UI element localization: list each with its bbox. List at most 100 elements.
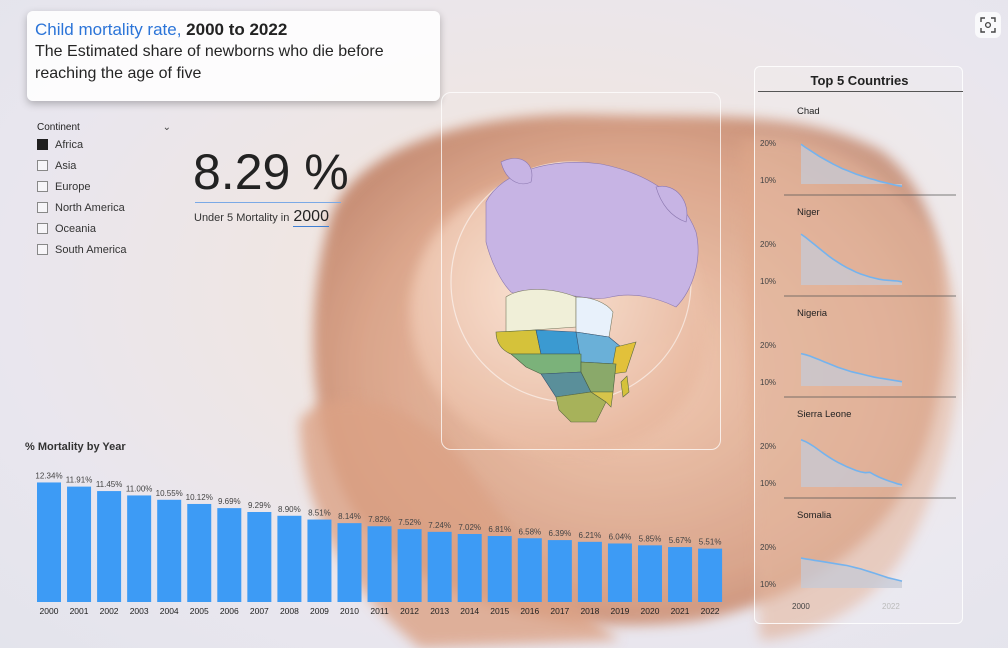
data-label: 6.39% — [549, 529, 572, 538]
slicer-item-label: North America — [55, 201, 125, 214]
bar-2010[interactable] — [337, 523, 362, 602]
country-name: Chad — [797, 106, 820, 117]
bar-2001[interactable] — [67, 486, 92, 602]
slicer-header[interactable]: Continent ⌄ — [37, 120, 177, 134]
y-tick-label: 20% — [760, 240, 776, 249]
x-tick-label: 2007 — [250, 606, 269, 616]
x-tick-label: 2013 — [430, 606, 449, 616]
x-tick-label: 2015 — [490, 606, 509, 616]
bar-2013[interactable] — [427, 531, 452, 602]
top5-sparklines[interactable]: Chad 20% 10% Niger 20% 10% Nigeria 20% 10% Sierra… — [754, 66, 963, 624]
y-tick-label: 20% — [760, 139, 776, 148]
y-tick-label: 20% — [760, 543, 776, 552]
x-tick-label: 2011 — [370, 606, 389, 616]
bar-2016[interactable] — [517, 538, 542, 602]
kpi-caption-row: Under 5 Mortality in 2000 — [194, 208, 329, 227]
checkbox[interactable] — [37, 139, 48, 150]
bar-2009[interactable] — [307, 519, 332, 602]
slicer-item-europe[interactable]: Europe — [37, 176, 177, 197]
bar-2012[interactable] — [397, 529, 422, 602]
focus-mode-button[interactable] — [975, 12, 1001, 38]
sparkline-line[interactable] — [800, 143, 903, 188]
sparkline-area — [801, 144, 902, 187]
bar-2004[interactable] — [157, 499, 182, 602]
x-tick-label: 2009 — [310, 606, 329, 616]
country-name: Sierra Leone — [797, 409, 851, 420]
focus-mode-icon — [980, 17, 996, 33]
bar-2021[interactable] — [668, 547, 693, 602]
bar-2017[interactable] — [547, 540, 572, 602]
top-5-countries-panel: Top 5 Countries — [754, 66, 963, 624]
y-tick-label: 20% — [760, 341, 776, 350]
mortality-by-year-chart[interactable]: 12.34% 2000 11.91% 2001 11.45% 2002 11.00% 2003… — [25, 460, 725, 625]
x-tick-label: 2004 — [160, 606, 179, 616]
sparkline-area — [801, 234, 902, 285]
x-tick-label: 2016 — [520, 606, 539, 616]
bar-2005[interactable] — [187, 503, 212, 602]
bar-2020[interactable] — [638, 545, 662, 602]
slicer-item-africa[interactable]: Africa — [37, 134, 177, 155]
title-card: Child mortality rate, 2000 to 2022 The E… — [27, 11, 440, 101]
bar-2006[interactable] — [217, 508, 242, 602]
y-tick-label: 20% — [760, 442, 776, 451]
checkbox[interactable] — [37, 181, 48, 192]
x-tick-label: 2021 — [671, 606, 690, 616]
sparkline-line[interactable] — [800, 233, 903, 283]
slicer-item-south-america[interactable]: South America — [37, 239, 177, 260]
bar-2014[interactable] — [457, 533, 482, 602]
checkbox[interactable] — [37, 223, 48, 234]
continent-slicer: Continent ⌄ Africa Asia Europe North Americ… — [37, 120, 177, 260]
y-tick-label: 10% — [760, 580, 776, 589]
x-tick-label: 2020 — [641, 606, 660, 616]
x-tick-label: 2005 — [190, 606, 209, 616]
data-label: 5.85% — [639, 534, 662, 543]
bar-2008[interactable] — [277, 515, 302, 602]
slicer-item-north-america[interactable]: North America — [37, 197, 177, 218]
bar-2019[interactable] — [607, 543, 632, 602]
slicer-item-oceania[interactable]: Oceania — [37, 218, 177, 239]
checkbox[interactable] — [37, 202, 48, 213]
slicer-item-label: Europe — [55, 180, 91, 193]
bar-2015[interactable] — [487, 536, 512, 602]
sparkline-area — [801, 439, 902, 487]
data-label: 9.69% — [218, 497, 241, 506]
page-title: Child mortality rate, 2000 to 2022 — [35, 19, 432, 41]
slicer-item-asia[interactable]: Asia — [37, 155, 177, 176]
sparkline-line[interactable] — [800, 439, 903, 486]
data-label: 6.21% — [579, 531, 602, 540]
bar-2011[interactable] — [367, 526, 392, 602]
x-tick-label: 2014 — [460, 606, 479, 616]
data-label: 12.34% — [35, 471, 62, 480]
x-tick-label: 2017 — [550, 606, 569, 616]
y-tick-label: 10% — [760, 479, 776, 488]
bar-2007[interactable] — [247, 512, 272, 602]
data-label: 10.55% — [156, 489, 183, 498]
x-tick-label: 2018 — [580, 606, 599, 616]
sparkline-line[interactable] — [800, 352, 903, 383]
chevron-down-icon[interactable]: ⌄ — [162, 121, 171, 133]
page-subtitle: The Estimated share of newborns who die … — [35, 43, 384, 82]
x-tick-label: 2003 — [130, 606, 149, 616]
bar-2003[interactable] — [127, 495, 152, 602]
bar-2018[interactable] — [577, 541, 602, 602]
data-label: 7.82% — [368, 515, 391, 524]
data-label: 8.90% — [278, 505, 301, 514]
slicer-label: Continent — [37, 121, 80, 133]
kpi-value: 8.29 % — [193, 144, 349, 200]
x-tick-label: 2000 — [792, 602, 810, 611]
africa-map[interactable] — [441, 92, 721, 450]
checkbox[interactable] — [37, 244, 48, 255]
kpi-year[interactable]: 2000 — [293, 208, 329, 227]
kpi-divider — [195, 202, 341, 203]
slicer-item-label: Oceania — [55, 222, 96, 235]
data-label: 11.45% — [96, 480, 123, 489]
bar-2002[interactable] — [97, 491, 122, 602]
data-label: 8.14% — [338, 512, 361, 521]
slicer-item-label: Africa — [55, 138, 84, 151]
bar-2000[interactable] — [37, 482, 61, 602]
sparkline-line[interactable] — [800, 557, 903, 582]
x-tick-label: 2000 — [40, 606, 59, 616]
country-name: Nigeria — [797, 308, 828, 319]
bar-2022[interactable] — [698, 548, 723, 602]
checkbox[interactable] — [37, 160, 48, 171]
